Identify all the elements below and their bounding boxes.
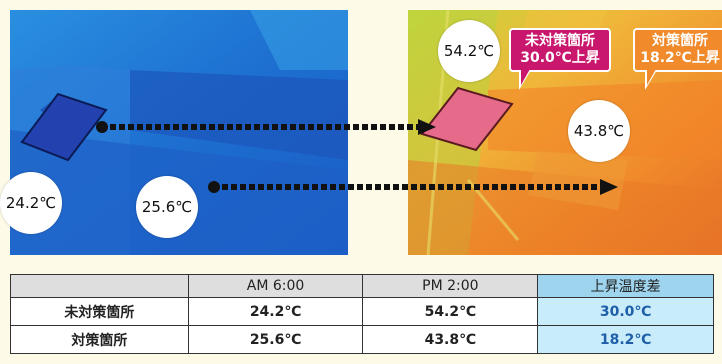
cell-treated-diff: 18.2℃ <box>537 325 714 354</box>
arrow-treated <box>208 179 618 195</box>
callout-untreated-line1: 未対策箇所 <box>525 33 595 49</box>
callout-untreated-rise: 未対策箇所 30.0℃上昇 <box>509 28 611 90</box>
callout-treated-line2: 18.2℃上昇 <box>640 50 720 66</box>
cell-treated-pm: 43.8℃ <box>362 325 539 354</box>
table-row: 未対策箇所 24.2℃ 54.2℃ 30.0℃ <box>10 297 714 326</box>
thermal-image-morning <box>10 10 348 255</box>
temperature-comparison-table: AM 6:00 PM 2:00 上昇温度差 未対策箇所 24.2℃ 54.2℃ … <box>10 274 714 354</box>
cell-treated-am: 25.6℃ <box>187 325 364 354</box>
cell-untreated-diff: 30.0℃ <box>537 297 714 326</box>
arrow-untreated <box>96 119 436 135</box>
header-empty <box>10 274 189 298</box>
callout-treated-rise: 対策箇所 18.2℃上昇 <box>633 28 722 90</box>
row-label-treated: 対策箇所 <box>10 325 189 354</box>
temp-bubble-untreated-pm: 54.2℃ <box>438 20 500 82</box>
header-diff: 上昇温度差 <box>537 274 714 298</box>
row-label-untreated: 未対策箇所 <box>10 297 189 326</box>
temp-bubble-treated-am: 25.6℃ <box>136 176 198 238</box>
header-am: AM 6:00 <box>187 274 364 298</box>
cell-untreated-pm: 54.2℃ <box>362 297 539 326</box>
callout-untreated-line2: 30.0℃上昇 <box>520 50 600 66</box>
table-row: 対策箇所 25.6℃ 43.8℃ 18.2℃ <box>10 325 714 354</box>
temp-bubble-untreated-am: 24.2℃ <box>0 172 62 234</box>
untreated-area-left <box>20 92 108 162</box>
table-header-row: AM 6:00 PM 2:00 上昇温度差 <box>10 274 714 298</box>
untreated-area-right <box>420 86 514 152</box>
temp-bubble-treated-pm: 43.8℃ <box>568 100 630 162</box>
header-pm: PM 2:00 <box>362 274 539 298</box>
callout-treated-line1: 対策箇所 <box>652 33 708 49</box>
cell-untreated-am: 24.2℃ <box>187 297 364 326</box>
